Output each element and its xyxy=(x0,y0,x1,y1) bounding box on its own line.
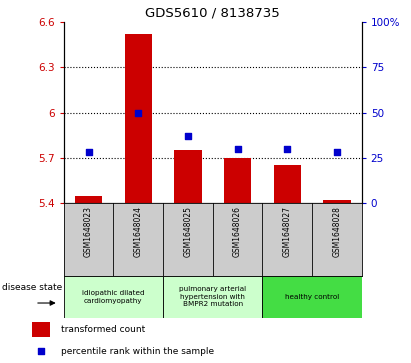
Text: idiopathic dilated
cardiomyopathy: idiopathic dilated cardiomyopathy xyxy=(82,290,145,303)
Point xyxy=(85,150,92,155)
Bar xyxy=(262,276,362,318)
Point xyxy=(135,110,141,115)
Text: GSM1648027: GSM1648027 xyxy=(283,206,292,257)
Title: GDS5610 / 8138735: GDS5610 / 8138735 xyxy=(145,6,280,19)
Text: healthy control: healthy control xyxy=(285,294,339,300)
Text: GSM1648028: GSM1648028 xyxy=(332,206,342,257)
Bar xyxy=(174,150,201,203)
Text: GSM1648025: GSM1648025 xyxy=(183,206,192,257)
Bar xyxy=(125,34,152,203)
Text: transformed count: transformed count xyxy=(61,325,145,334)
Text: pulmonary arterial
hypertension with
BMPR2 mutation: pulmonary arterial hypertension with BMP… xyxy=(179,286,246,307)
Point xyxy=(334,150,340,155)
Point xyxy=(38,348,44,354)
Text: GSM1648023: GSM1648023 xyxy=(84,206,93,257)
Bar xyxy=(163,276,262,318)
Point xyxy=(185,133,191,139)
Text: disease state: disease state xyxy=(2,283,62,292)
Point xyxy=(234,146,241,152)
Bar xyxy=(64,276,163,318)
Bar xyxy=(224,158,251,203)
Point xyxy=(284,146,291,152)
Bar xyxy=(274,166,301,203)
Bar xyxy=(75,196,102,203)
Text: GSM1648026: GSM1648026 xyxy=(233,206,242,257)
Text: GSM1648024: GSM1648024 xyxy=(134,206,143,257)
Text: percentile rank within the sample: percentile rank within the sample xyxy=(61,347,215,356)
Bar xyxy=(323,200,351,203)
Bar xyxy=(32,322,50,338)
